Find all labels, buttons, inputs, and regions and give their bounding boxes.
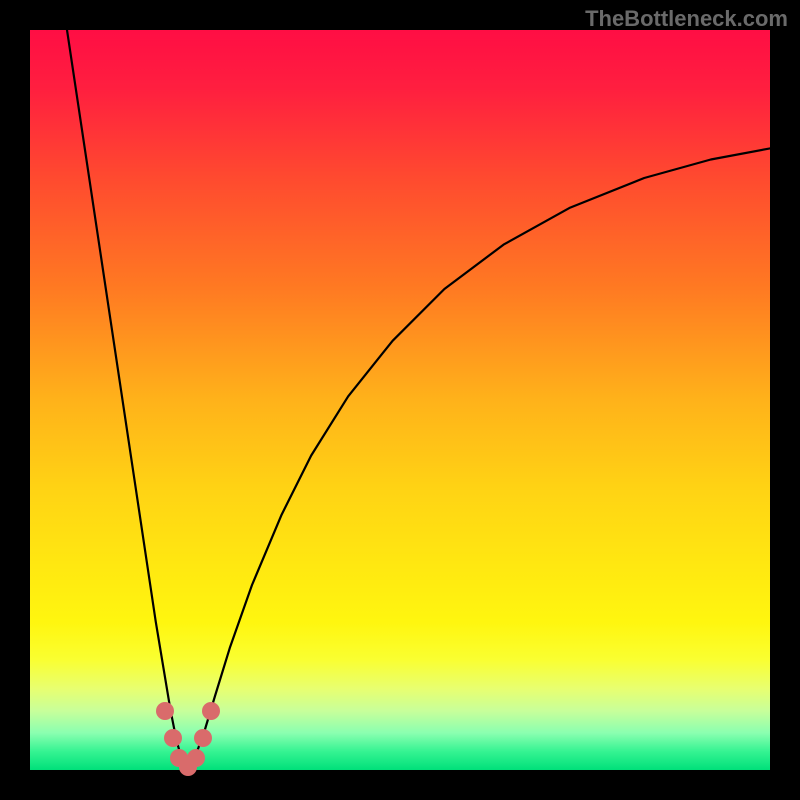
chart-marker (194, 729, 212, 747)
chart-marker (202, 702, 220, 720)
chart-marker (156, 702, 174, 720)
chart-marker (164, 729, 182, 747)
chart-plot-area (30, 30, 770, 770)
chart-marker (187, 749, 205, 767)
watermark-text: TheBottleneck.com (585, 6, 788, 32)
chart-markers-layer (30, 30, 770, 770)
